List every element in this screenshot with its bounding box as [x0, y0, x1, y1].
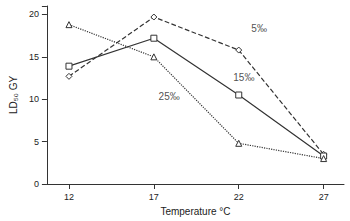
- svg-text:12: 12: [64, 192, 74, 202]
- svg-text:LD₅₀ GY: LD₅₀ GY: [8, 76, 19, 115]
- svg-text:22: 22: [234, 192, 244, 202]
- svg-text:Temperature °C: Temperature °C: [160, 206, 230, 217]
- svg-text:25‰: 25‰: [159, 91, 180, 102]
- svg-text:15‰: 15‰: [233, 72, 254, 83]
- svg-text:17: 17: [149, 192, 159, 202]
- svg-text:15: 15: [29, 52, 39, 62]
- svg-text:0: 0: [34, 179, 39, 189]
- svg-text:10: 10: [29, 94, 39, 104]
- svg-text:5: 5: [34, 137, 39, 147]
- svg-text:20: 20: [29, 9, 39, 19]
- svg-text:5‰: 5‰: [251, 23, 267, 34]
- svg-text:27: 27: [319, 192, 329, 202]
